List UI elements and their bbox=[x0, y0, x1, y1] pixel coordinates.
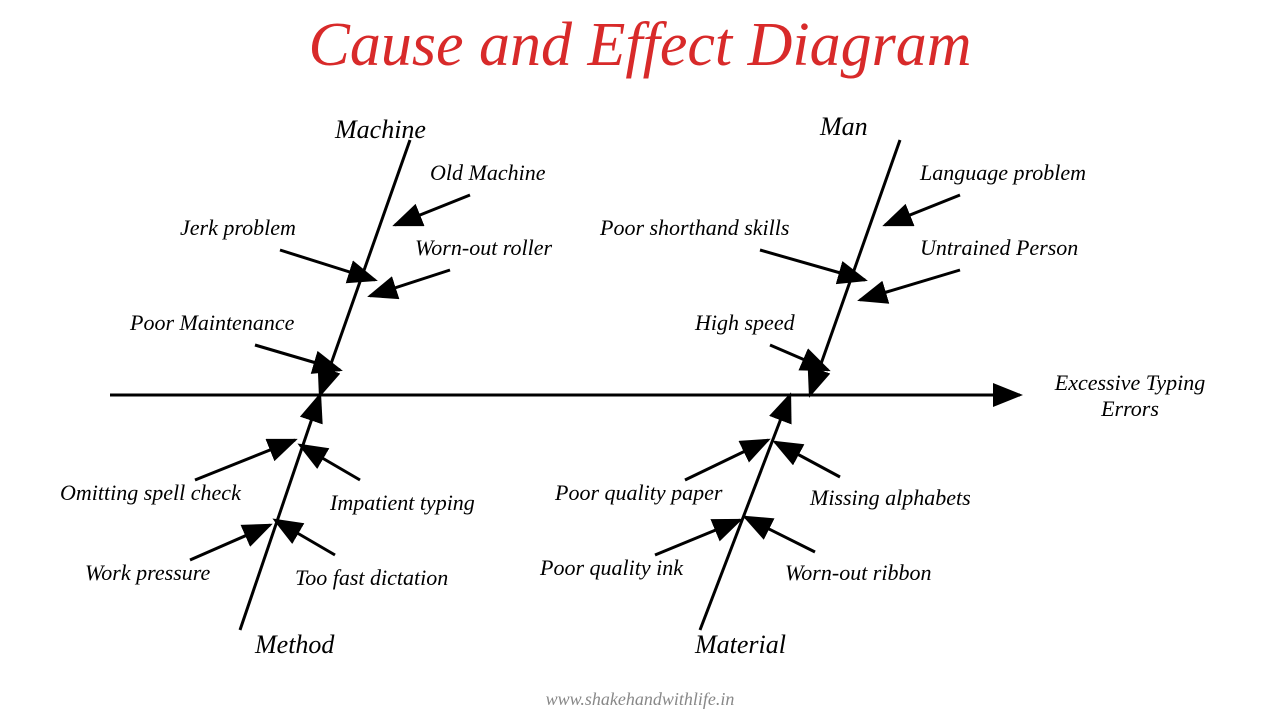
cause-man-1: Poor shorthand skills bbox=[600, 215, 789, 241]
effect-label: Excessive TypingErrors bbox=[1030, 370, 1230, 423]
cause-machine-3: Poor Maintenance bbox=[130, 310, 294, 336]
category-man: Man bbox=[820, 112, 868, 142]
category-method: Method bbox=[255, 630, 334, 660]
cause-method-3: Too fast dictation bbox=[295, 565, 448, 591]
cause-method-1: Impatient typing bbox=[330, 490, 475, 516]
cause-man-3: High speed bbox=[695, 310, 795, 336]
cause-man-0: Language problem bbox=[920, 160, 1086, 186]
cause-material-0: Poor quality paper bbox=[555, 480, 722, 506]
footer-url: www.shakehandwithlife.in bbox=[0, 689, 1280, 710]
cause-machine-2: Worn-out roller bbox=[415, 235, 552, 261]
cause-machine-0: Old Machine bbox=[430, 160, 545, 186]
cause-material-3: Worn-out ribbon bbox=[785, 560, 931, 586]
category-machine: Machine bbox=[335, 115, 426, 145]
cause-method-2: Work pressure bbox=[85, 560, 210, 586]
category-material: Material bbox=[695, 630, 786, 660]
cause-material-2: Poor quality ink bbox=[540, 555, 683, 581]
cause-material-1: Missing alphabets bbox=[810, 485, 971, 511]
cause-machine-1: Jerk problem bbox=[180, 215, 296, 241]
cause-method-0: Omitting spell check bbox=[60, 480, 241, 506]
fishbone-diagram bbox=[0, 0, 1280, 720]
cause-man-2: Untrained Person bbox=[920, 235, 1078, 261]
